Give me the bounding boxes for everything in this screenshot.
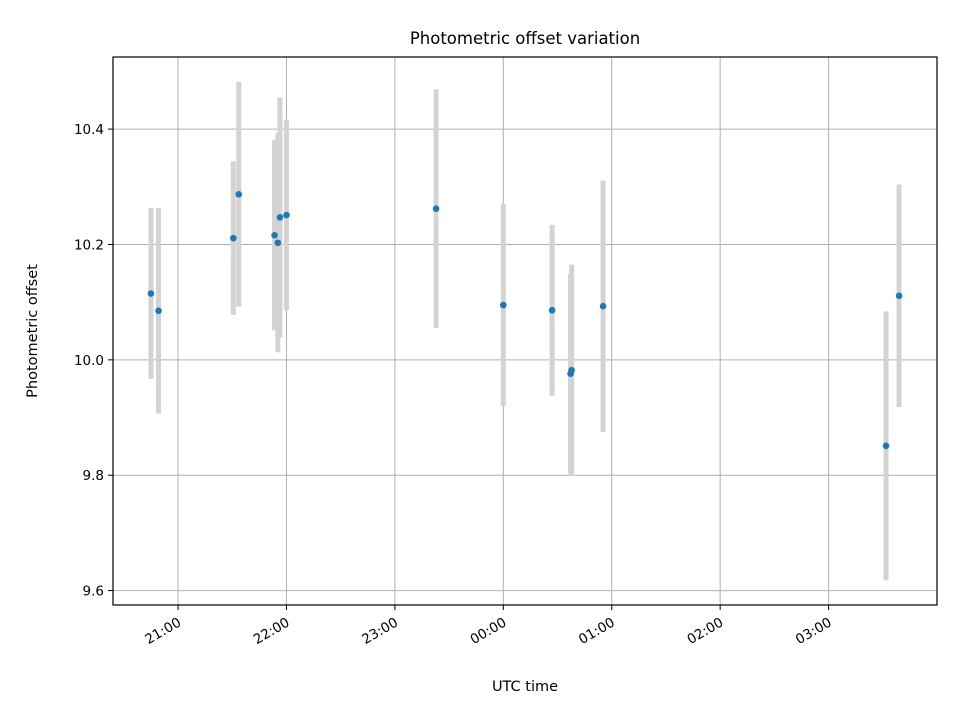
data-point (500, 301, 507, 309)
data-point (599, 302, 607, 310)
y-tick-label: 9.8 (83, 468, 104, 484)
y-tick-label: 9.6 (83, 584, 104, 600)
grid (113, 57, 937, 605)
data-point (230, 234, 237, 242)
data-point (276, 214, 284, 221)
data-point (147, 290, 155, 297)
chart-title: Photometric offset variation (410, 29, 640, 48)
data-point (895, 292, 903, 300)
y-tick-label: 10.0 (74, 353, 104, 369)
data-point (568, 366, 575, 374)
data-point (274, 239, 282, 247)
data-point (155, 307, 162, 315)
data-points (147, 190, 903, 450)
y-axis-ticks: 9.6 9.8 10.0 10.2 10.4 (74, 122, 113, 600)
y-tick-label: 10.4 (74, 122, 104, 138)
data-point (235, 190, 243, 198)
data-point (432, 205, 440, 213)
data-point (271, 231, 278, 239)
data-point (283, 211, 290, 219)
plot-frame (112, 56, 938, 606)
x-axis-label: UTC time (492, 679, 558, 695)
data-point (882, 442, 890, 450)
y-tick-label: 10.2 (74, 237, 104, 253)
y-axis-label: Photometric offset (25, 264, 41, 398)
data-point (548, 306, 556, 314)
